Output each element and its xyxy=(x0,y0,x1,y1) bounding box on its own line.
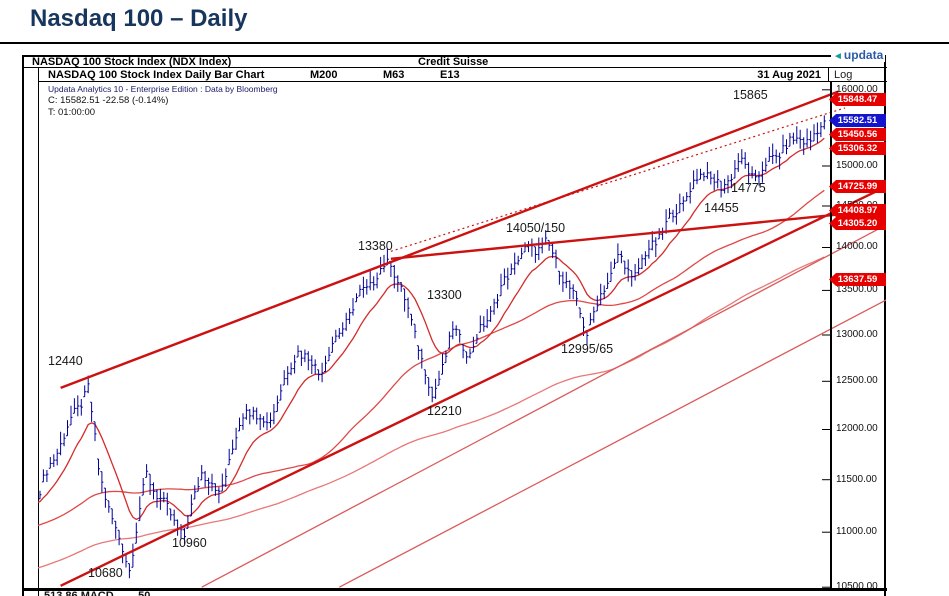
page-title: Nasdaq 100 – Daily xyxy=(30,5,248,32)
level-price-tag: 14305.20 xyxy=(829,217,886,230)
close-readout: C: 15582.51 -22.58 (-0.14%) xyxy=(48,95,169,106)
divider xyxy=(38,81,887,82)
chart-window-frame xyxy=(22,55,886,596)
level-price-tag: 15848.47 xyxy=(829,93,886,106)
channel-top-line xyxy=(60,90,839,390)
y-axis-label: 11500.00 xyxy=(836,474,877,485)
macd-panel-clipped-label: 513.86 MACD 50 xyxy=(44,590,151,596)
chart-window-title: NASDAQ 100 Stock Index (NDX Index) xyxy=(32,56,232,68)
level-price-tag: 15306.32 xyxy=(829,142,886,155)
support-lows-line xyxy=(60,185,886,587)
level-price-tag: 15450.56 xyxy=(829,128,886,141)
price-level-annotation: 12210 xyxy=(427,404,462,418)
y-axis-label: 13000.00 xyxy=(836,329,878,340)
inner-trend-line xyxy=(338,299,886,588)
price-bars xyxy=(38,115,826,579)
price-level-annotation: 15865 xyxy=(733,88,768,102)
updata-edition-text: Updata Analytics 10 - Enterprise Edition… xyxy=(48,84,278,94)
y-axis-label: 13500.00 xyxy=(836,284,878,295)
last-price-tag: 15582.51 xyxy=(829,114,886,127)
scale-mode-label: Log xyxy=(834,69,853,81)
price-level-annotation: 14050/150 xyxy=(506,221,566,235)
plot-left-border xyxy=(38,67,39,596)
price-level-annotation: 10960 xyxy=(172,536,207,550)
ma-label-e13: E13 xyxy=(440,69,460,81)
y-axis-label: 11000.00 xyxy=(836,526,877,537)
level-price-tag: 14725.99 xyxy=(829,180,886,193)
y-axis-label: 15000.00 xyxy=(836,160,878,171)
updata-arrow-icon: ◄ xyxy=(833,51,843,62)
y-axis-label: 10500.00 xyxy=(836,581,878,592)
updata-logo-text: updata xyxy=(843,48,884,62)
divider xyxy=(22,67,887,68)
plot-bottom-border xyxy=(22,588,887,591)
price-level-annotation: 12440 xyxy=(48,354,83,368)
y-axis-label: 12000.00 xyxy=(836,423,878,434)
credit-suisse-label: Credit Suisse xyxy=(418,56,489,68)
y-axis-label: 14000.00 xyxy=(836,241,878,252)
time-readout: T: 01:00:00 xyxy=(48,107,96,118)
updata-logo: ◄updata xyxy=(831,48,886,62)
dotted-trend-line xyxy=(390,107,846,252)
level-price-tag: 14408.97 xyxy=(829,204,886,217)
level-price-tag: 13637.59 xyxy=(829,273,886,286)
price-level-annotation: 12995/65 xyxy=(561,342,614,356)
divider xyxy=(828,67,829,81)
ma-label-m63: M63 xyxy=(383,69,405,81)
y-axis-label: 12500.00 xyxy=(836,375,878,386)
price-level-annotation: 10680 xyxy=(88,566,123,580)
m63-line xyxy=(38,189,825,526)
chart-subtitle: NASDAQ 100 Stock Index Daily Bar Chart xyxy=(48,69,265,81)
plot-right-border xyxy=(830,81,832,588)
e13-line xyxy=(38,137,825,521)
support-parallel-line xyxy=(201,224,886,588)
price-level-annotation: 14455 xyxy=(704,201,739,215)
resistance-13380-line xyxy=(390,208,886,260)
price-level-annotation: 13300 xyxy=(427,288,462,302)
y-axis-label: 16000.00 xyxy=(836,84,878,95)
price-level-annotation: 14775 xyxy=(731,181,766,195)
chart-date: 31 Aug 2021 xyxy=(757,69,821,81)
price-level-annotation: 13380 xyxy=(358,239,393,253)
title-rule xyxy=(0,42,949,44)
ma-label-m200: M200 xyxy=(310,69,338,81)
